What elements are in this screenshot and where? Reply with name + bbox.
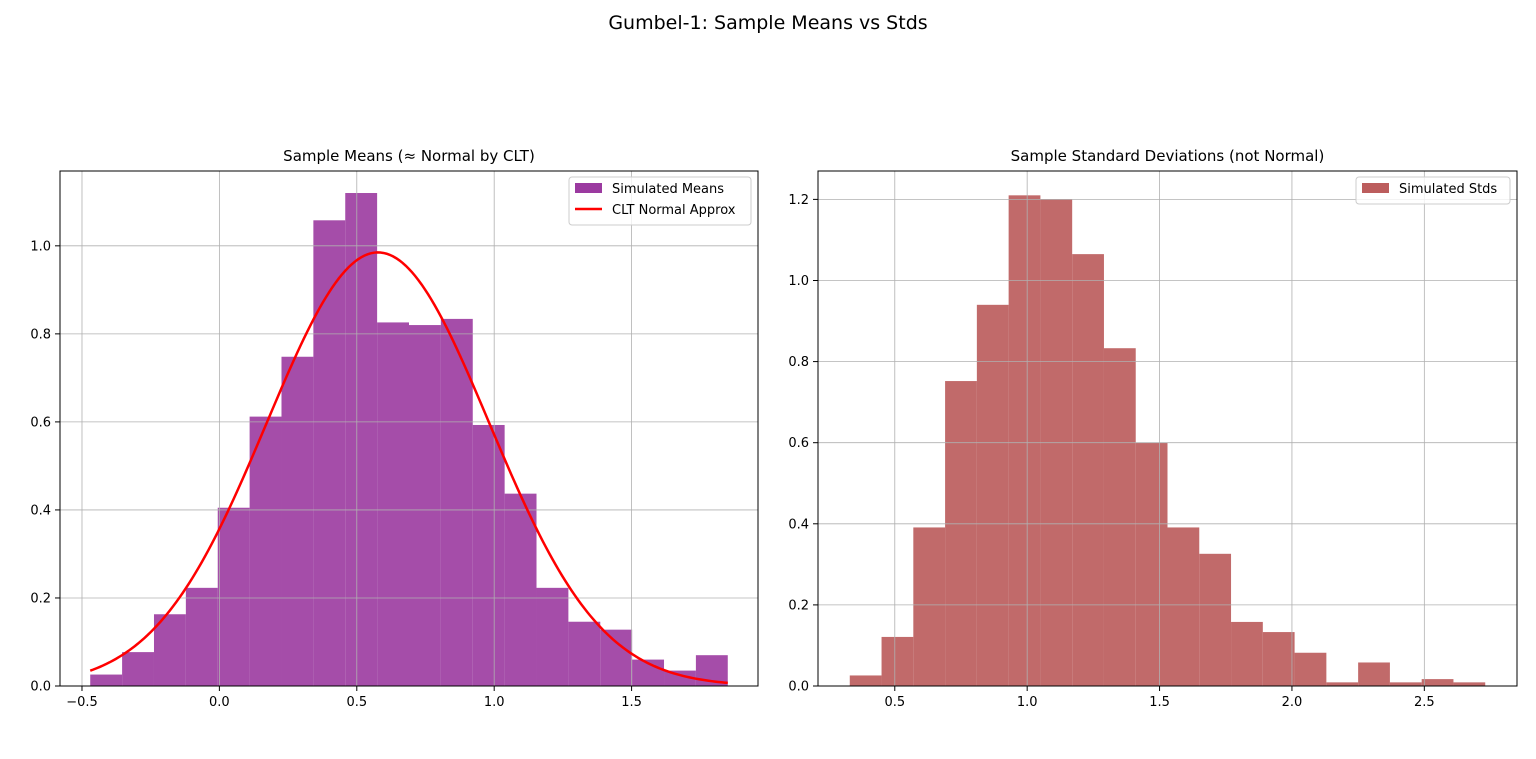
figure-suptitle: Gumbel-1: Sample Means vs Stds [608,12,928,34]
chart2-title: Sample Standard Deviations (not Normal) [1011,147,1325,165]
chart1-bar [536,587,569,686]
chart1-bar [440,318,473,686]
chart1-ytick-label: 1.0 [30,239,51,254]
chart1-bar [345,193,378,686]
chart1-bar [377,322,409,686]
chart2-legend-swatch [1362,183,1389,193]
chart2-bar [1262,632,1295,686]
chart2-xtick-label: 2.0 [1282,695,1303,710]
chart2-bar [1421,679,1454,686]
chart2-bar [849,675,882,686]
chart2-ytick-label: 1.2 [788,193,809,208]
chart2-bar [1294,652,1327,686]
chart1-bar [90,674,123,686]
chart2-ytick-label: 1.0 [788,274,809,289]
chart1-legend-label: CLT Normal Approx [612,203,736,218]
chart2-axes-frame [817,170,1518,687]
chart1-bar [504,493,537,686]
chart1-ytick-label: 0.8 [30,327,51,342]
chart1-xtick-label: 0.0 [209,695,230,710]
chart2-xtick-label: 1.0 [1017,695,1038,710]
chart1-bar [185,587,218,686]
chart-panel-2: Sample Standard Deviations (not Normal) 0… [788,147,1518,710]
chart2-ytick-label: 0.4 [788,517,809,532]
chart2-bar [913,527,946,686]
chart2-ytick-label: 0.0 [788,680,809,695]
chart2-xtick-label: 1.5 [1149,695,1170,710]
chart1-legend-box [568,176,752,226]
chart2-bar [1072,254,1104,686]
chart1-title: Sample Means (≈ Normal by CLT) [283,147,535,165]
chart2-bar [1326,682,1359,686]
chart1-ytick-label: 0.2 [30,591,51,606]
chart2-xtick-label: 2.5 [1414,695,1435,710]
chart2-bar [1135,442,1168,686]
chart2-bar [1199,553,1232,686]
chart1-xtick-label: 1.0 [484,695,505,710]
chart2-xtick-label: 0.5 [884,695,905,710]
chart1-normal-curve [89,251,728,685]
chart1-bar [409,325,441,686]
chart1-bar [122,652,154,686]
chart2-legend-box [1355,176,1511,205]
chart2-bar [1103,348,1136,686]
chart2-ytick-label: 0.6 [788,436,809,451]
chart1-bar [472,424,505,686]
chart-panel-1: Sample Means (≈ Normal by CLT) −0.5 0.0 0.5… [30,147,759,710]
chart1-bar [281,356,314,686]
chart1-bar [568,621,601,686]
chart1-legend: Simulated Means CLT Normal Approx [568,176,752,226]
chart2-bar [1453,682,1486,686]
chart1-legend-swatch [575,183,602,193]
chart2-bar [1358,662,1390,686]
chart1-legend-label: Simulated Means [612,182,724,197]
chart1-ytick-label: 0.4 [30,503,51,518]
chart2-bar [881,636,914,686]
chart2-legend-label: Simulated Stds [1399,182,1497,197]
chart1-bar [217,507,250,686]
chart2-bar [1389,682,1422,686]
chart2-ytick-label: 0.2 [788,598,809,613]
chart1-xtick-label: 1.5 [621,695,642,710]
chart1-bar [249,416,282,686]
chart1-ytick-label: 0.6 [30,415,51,430]
chart1-bar [600,629,633,686]
chart1-bar [153,614,186,686]
chart1-xtick-label: 0.5 [346,695,367,710]
chart2-bar [1167,527,1200,686]
chart2-bar [945,381,977,686]
chart1-xtick-label: −0.5 [66,695,98,710]
chart2-bar [1008,195,1041,687]
chart2-bar [1231,621,1263,686]
chart1-bar [664,670,696,686]
chart2-bar [976,304,1009,686]
chart2-legend: Simulated Stds [1355,176,1511,205]
chart2-ytick-label: 0.8 [788,355,809,370]
chart1-axes-frame [59,170,759,687]
chart1-ytick-label: 0.0 [30,680,51,695]
chart1-bar [313,220,346,687]
